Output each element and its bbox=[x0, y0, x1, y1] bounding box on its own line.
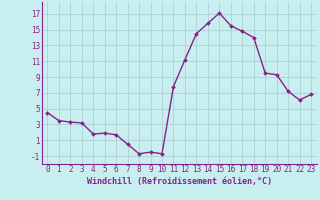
X-axis label: Windchill (Refroidissement éolien,°C): Windchill (Refroidissement éolien,°C) bbox=[87, 177, 272, 186]
